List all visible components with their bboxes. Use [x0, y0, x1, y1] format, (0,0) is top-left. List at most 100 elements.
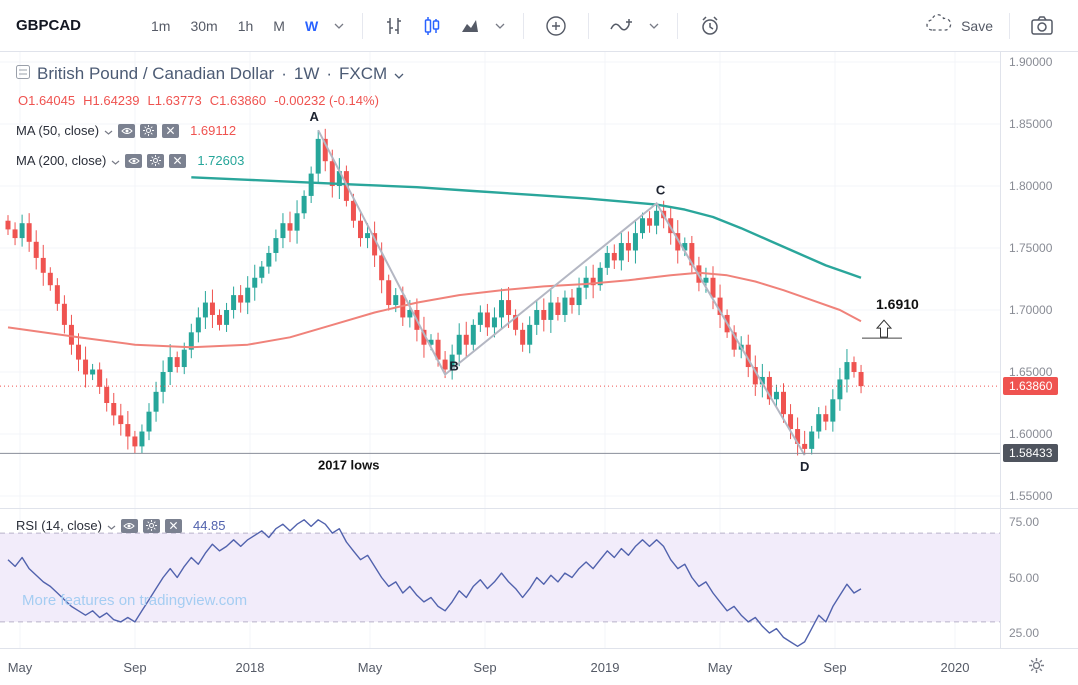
- candle-body: [731, 332, 737, 350]
- candlestick-chart-icon[interactable]: [421, 15, 443, 37]
- gear-icon[interactable]: [1028, 657, 1045, 677]
- interval-1h[interactable]: 1h: [237, 17, 254, 34]
- time-axis[interactable]: May Sep 2018 May Sep 2019 May Sep 2020: [0, 648, 1078, 685]
- tradingview-watermark-link[interactable]: More features on tradingview.com: [22, 592, 248, 609]
- candle-body: [350, 200, 356, 221]
- rsi-pane[interactable]: [0, 509, 1000, 648]
- eye-icon[interactable]: [120, 518, 138, 533]
- eye-icon[interactable]: [125, 153, 143, 168]
- candle-body: [386, 280, 392, 306]
- area-chart-icon[interactable]: [459, 15, 481, 37]
- price-tick-label: 1.85000: [1009, 117, 1053, 131]
- chevron-down-icon[interactable]: [394, 64, 404, 84]
- toolbar-divider: [588, 12, 590, 39]
- price-tick-label: 1.80000: [1009, 179, 1053, 193]
- indicators-icon[interactable]: [609, 15, 635, 37]
- ma200-value: 1.72603: [197, 153, 245, 168]
- close-icon[interactable]: [164, 518, 182, 533]
- candle-body: [703, 277, 709, 283]
- bar-chart-icon[interactable]: [383, 15, 405, 37]
- close-icon[interactable]: [162, 123, 180, 138]
- zigzag-line: [317, 129, 806, 456]
- candle-body: [111, 403, 117, 416]
- ohlc-open: O1.64045: [18, 93, 76, 108]
- camera-icon[interactable]: [1030, 15, 1054, 37]
- eye-icon[interactable]: [118, 123, 136, 138]
- zigzag-label-A: A: [310, 109, 320, 124]
- candle-body: [195, 317, 201, 333]
- candle-body: [555, 302, 561, 315]
- candle-body: [308, 173, 314, 196]
- interval-M[interactable]: M: [273, 17, 285, 34]
- symbol-legend-row[interactable]: British Pound / Canadian Dollar · 1W · F…: [16, 64, 404, 84]
- gear-icon[interactable]: [140, 123, 158, 138]
- gear-icon[interactable]: [142, 518, 160, 533]
- chevron-down-icon[interactable]: [649, 23, 659, 29]
- chevron-down-icon[interactable]: [334, 23, 344, 29]
- time-axis-label: May: [7, 660, 33, 675]
- candle-body: [231, 295, 237, 310]
- gear-icon[interactable]: [147, 153, 165, 168]
- candle-body: [766, 376, 772, 400]
- candle-body: [689, 243, 695, 266]
- candle-body: [358, 220, 363, 239]
- legend-interval: 1W: [293, 64, 320, 83]
- interval-30m[interactable]: 30m: [190, 17, 218, 34]
- candle-body: [844, 362, 850, 380]
- ma200-name[interactable]: MA (200, close): [16, 153, 107, 168]
- price-tick-label: 1.55000: [1009, 489, 1053, 503]
- candle-body: [442, 359, 448, 370]
- candle-body: [26, 223, 32, 242]
- ohlc-close: C1.63860: [209, 93, 267, 108]
- symbol-button[interactable]: GBPCAD: [16, 17, 82, 34]
- candle-body: [97, 369, 103, 387]
- candle-body: [329, 161, 335, 186]
- top-toolbar: GBPCAD 1m 30m 1h M W Save: [0, 0, 1078, 52]
- chevron-down-icon[interactable]: [495, 23, 505, 29]
- candle-body: [583, 277, 589, 288]
- rsi-tick-label: 25.00: [1009, 626, 1040, 640]
- price-pane[interactable]: A B C D 2017 lows 1.6910: [0, 52, 1000, 509]
- chevron-down-icon[interactable]: [104, 123, 113, 138]
- candle-body: [569, 297, 575, 306]
- target-annotation: 1.6910: [876, 296, 919, 312]
- candle-body: [153, 391, 159, 412]
- chevron-down-icon[interactable]: [111, 153, 120, 168]
- symbol-title[interactable]: British Pound / Canadian Dollar: [37, 64, 275, 83]
- candle-body: [407, 310, 413, 318]
- zigzag-label-B: B: [449, 358, 458, 373]
- toolbar-divider: [1009, 12, 1010, 39]
- candle-body: [590, 277, 596, 286]
- time-axis-label: 2018: [235, 660, 265, 675]
- close-icon[interactable]: [169, 153, 187, 168]
- chevron-down-icon[interactable]: [107, 518, 116, 533]
- interval-1m[interactable]: 1m: [151, 17, 171, 34]
- candle-body: [809, 431, 815, 449]
- candle-body: [61, 303, 67, 325]
- candle-body: [83, 359, 89, 375]
- zigzag-label-D: D: [800, 459, 809, 474]
- rsi-name[interactable]: RSI (14, close): [16, 518, 102, 533]
- candle-body: [576, 287, 582, 306]
- candle-body: [266, 252, 272, 267]
- candle-body: [167, 357, 173, 372]
- lows-price-badge: 1.58433: [1003, 444, 1059, 463]
- pane-divider[interactable]: [0, 508, 1078, 509]
- price-tick-label: 1.75000: [1009, 241, 1053, 255]
- candle-body: [252, 277, 258, 288]
- rsi-tick-label: 75.00: [1009, 515, 1040, 529]
- save-button[interactable]: Save: [924, 13, 993, 38]
- compare-icon[interactable]: [544, 14, 568, 38]
- candle-body: [47, 272, 53, 286]
- candle-body: [301, 195, 307, 214]
- rsi-tick-label: 50.00: [1009, 570, 1040, 585]
- interval-W[interactable]: W: [304, 17, 319, 34]
- candle-body: [273, 238, 279, 253]
- candle-body: [393, 295, 399, 306]
- candle-body: [287, 223, 293, 231]
- legend-collapse-icon[interactable]: [16, 64, 30, 84]
- candle-body: [125, 424, 131, 437]
- alert-icon[interactable]: [698, 14, 722, 38]
- ma50-name[interactable]: MA (50, close): [16, 123, 100, 138]
- price-axis[interactable]: 1.90000 1.85000 1.80000 1.75000 1.70000 1.650…: [1000, 52, 1078, 648]
